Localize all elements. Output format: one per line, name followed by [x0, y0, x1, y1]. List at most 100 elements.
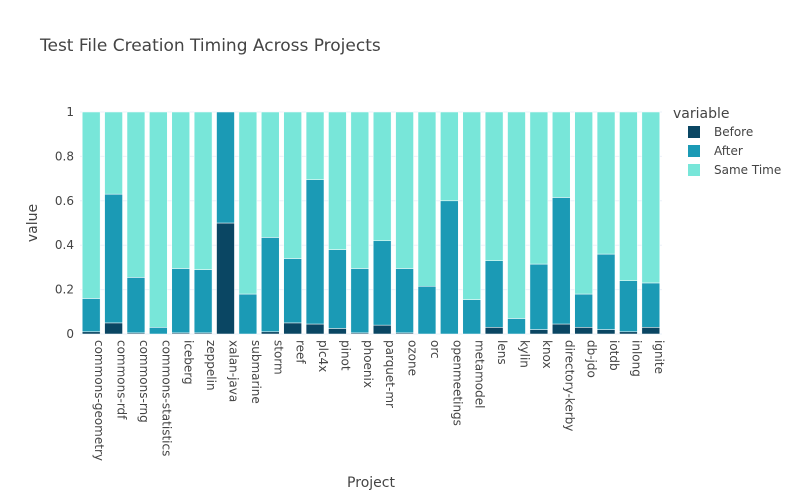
y-tick-label: 0.4 — [55, 238, 74, 252]
bar-before — [574, 327, 593, 335]
legend-label: Before — [714, 125, 753, 139]
bar-after — [529, 263, 549, 330]
bar-same-time — [596, 111, 616, 255]
bar-after — [171, 268, 190, 334]
bar-before — [529, 329, 549, 335]
bar-after — [641, 282, 661, 328]
bar-before — [81, 331, 101, 335]
bar-before — [484, 327, 504, 335]
x-tick-label: directory-kerby — [562, 340, 576, 431]
bar-after — [596, 253, 616, 330]
x-tick-label: reef — [294, 340, 308, 364]
x-tick-label: phoenix — [361, 340, 375, 388]
bar-same-time — [81, 111, 101, 299]
x-tick-label: commons-rdf — [115, 340, 129, 420]
legend-title: variable — [673, 106, 729, 122]
y-tick-label: 0.2 — [55, 283, 74, 297]
x-axis-title: Project — [347, 475, 395, 491]
bar-after — [574, 293, 593, 328]
x-tick-label: commons-geometry — [92, 340, 106, 461]
y-tick-label: 0 — [66, 327, 74, 341]
y-tick-label: 0.8 — [55, 149, 74, 163]
bar-after — [216, 111, 235, 224]
legend-swatch — [688, 126, 700, 138]
bar-after — [81, 298, 101, 333]
bar-before — [596, 329, 616, 335]
bar-before — [552, 323, 571, 335]
x-tick-label: orc — [428, 340, 442, 359]
bar-after — [283, 258, 302, 324]
x-tick-label: metamodel — [473, 340, 487, 409]
bar-same-time — [372, 111, 392, 242]
bar-after — [104, 193, 123, 324]
chart-title: Test File Creation Timing Across Project… — [39, 36, 381, 56]
bar-after — [417, 286, 437, 335]
x-tick-label: iceberg — [182, 340, 196, 385]
bar-same-time — [104, 111, 123, 195]
bar-same-time — [462, 111, 481, 300]
x-tick-label: plc4x — [316, 340, 330, 372]
bar-same-time — [261, 111, 280, 238]
bars — [81, 111, 661, 335]
bar-before — [261, 331, 280, 335]
bar-before — [619, 331, 638, 335]
bar-same-time — [328, 111, 347, 250]
x-tick-label: inlong — [629, 340, 643, 377]
bar-after — [395, 268, 414, 334]
x-tick-label: openmeetings — [450, 340, 464, 426]
bar-before — [216, 222, 235, 335]
x-tick-label: commons-statistics — [159, 340, 173, 456]
y-tick-label: 1 — [66, 105, 74, 119]
x-tick-label: ignite — [652, 340, 666, 374]
y-tick-label: 0.6 — [55, 194, 74, 208]
x-tick-label: commons-rng — [137, 340, 151, 423]
bar-after — [126, 277, 146, 334]
bar-before — [283, 322, 302, 335]
bar-after — [261, 237, 280, 333]
bar-before — [104, 322, 123, 335]
x-tick-label: xalan-java — [227, 340, 241, 402]
bar-before — [305, 323, 325, 335]
bar-before — [328, 328, 347, 335]
bar-before — [641, 327, 661, 335]
x-tick-label: knox — [540, 340, 554, 369]
bar-same-time — [507, 111, 526, 319]
x-axis-ticks: commons-geometry commons-rdf commons-rng co… — [92, 340, 666, 461]
bar-after — [328, 249, 347, 329]
x-tick-label: submarine — [249, 340, 263, 404]
bar-same-time — [417, 111, 437, 287]
bar-same-time — [149, 111, 168, 328]
bar-same-time — [305, 111, 325, 180]
bar-same-time — [171, 111, 190, 269]
bar-same-time — [193, 111, 213, 270]
legend-swatch — [688, 164, 700, 176]
bar-same-time — [283, 111, 302, 259]
bar-after — [350, 268, 370, 334]
legend-label: Same Time — [714, 163, 781, 177]
x-tick-label: iotdb — [607, 340, 621, 371]
bar-same-time — [552, 111, 571, 198]
bar-same-time — [395, 111, 414, 269]
bar-after — [238, 293, 258, 335]
x-tick-label: ozone — [406, 340, 420, 376]
y-axis-ticks: 0 0.2 0.4 0.6 0.8 1 — [55, 105, 74, 341]
x-tick-label: db-jdo — [585, 340, 599, 378]
bar-same-time — [641, 111, 661, 284]
x-tick-label: storm — [271, 340, 285, 375]
x-tick-label: pinot — [338, 340, 352, 371]
y-axis-title: value — [25, 204, 41, 242]
bar-after — [149, 327, 168, 335]
bar-after — [440, 200, 459, 335]
bar-after — [619, 280, 638, 333]
bar-before — [372, 324, 392, 335]
bar-after — [305, 179, 325, 325]
legend-label: After — [714, 144, 743, 158]
bar-after — [484, 260, 504, 328]
bar-same-time — [126, 111, 146, 278]
bar-after — [372, 240, 392, 326]
bar-after — [193, 269, 213, 334]
x-tick-label: zeppelin — [204, 340, 218, 391]
bar-same-time — [574, 111, 593, 295]
bar-same-time — [619, 111, 638, 281]
